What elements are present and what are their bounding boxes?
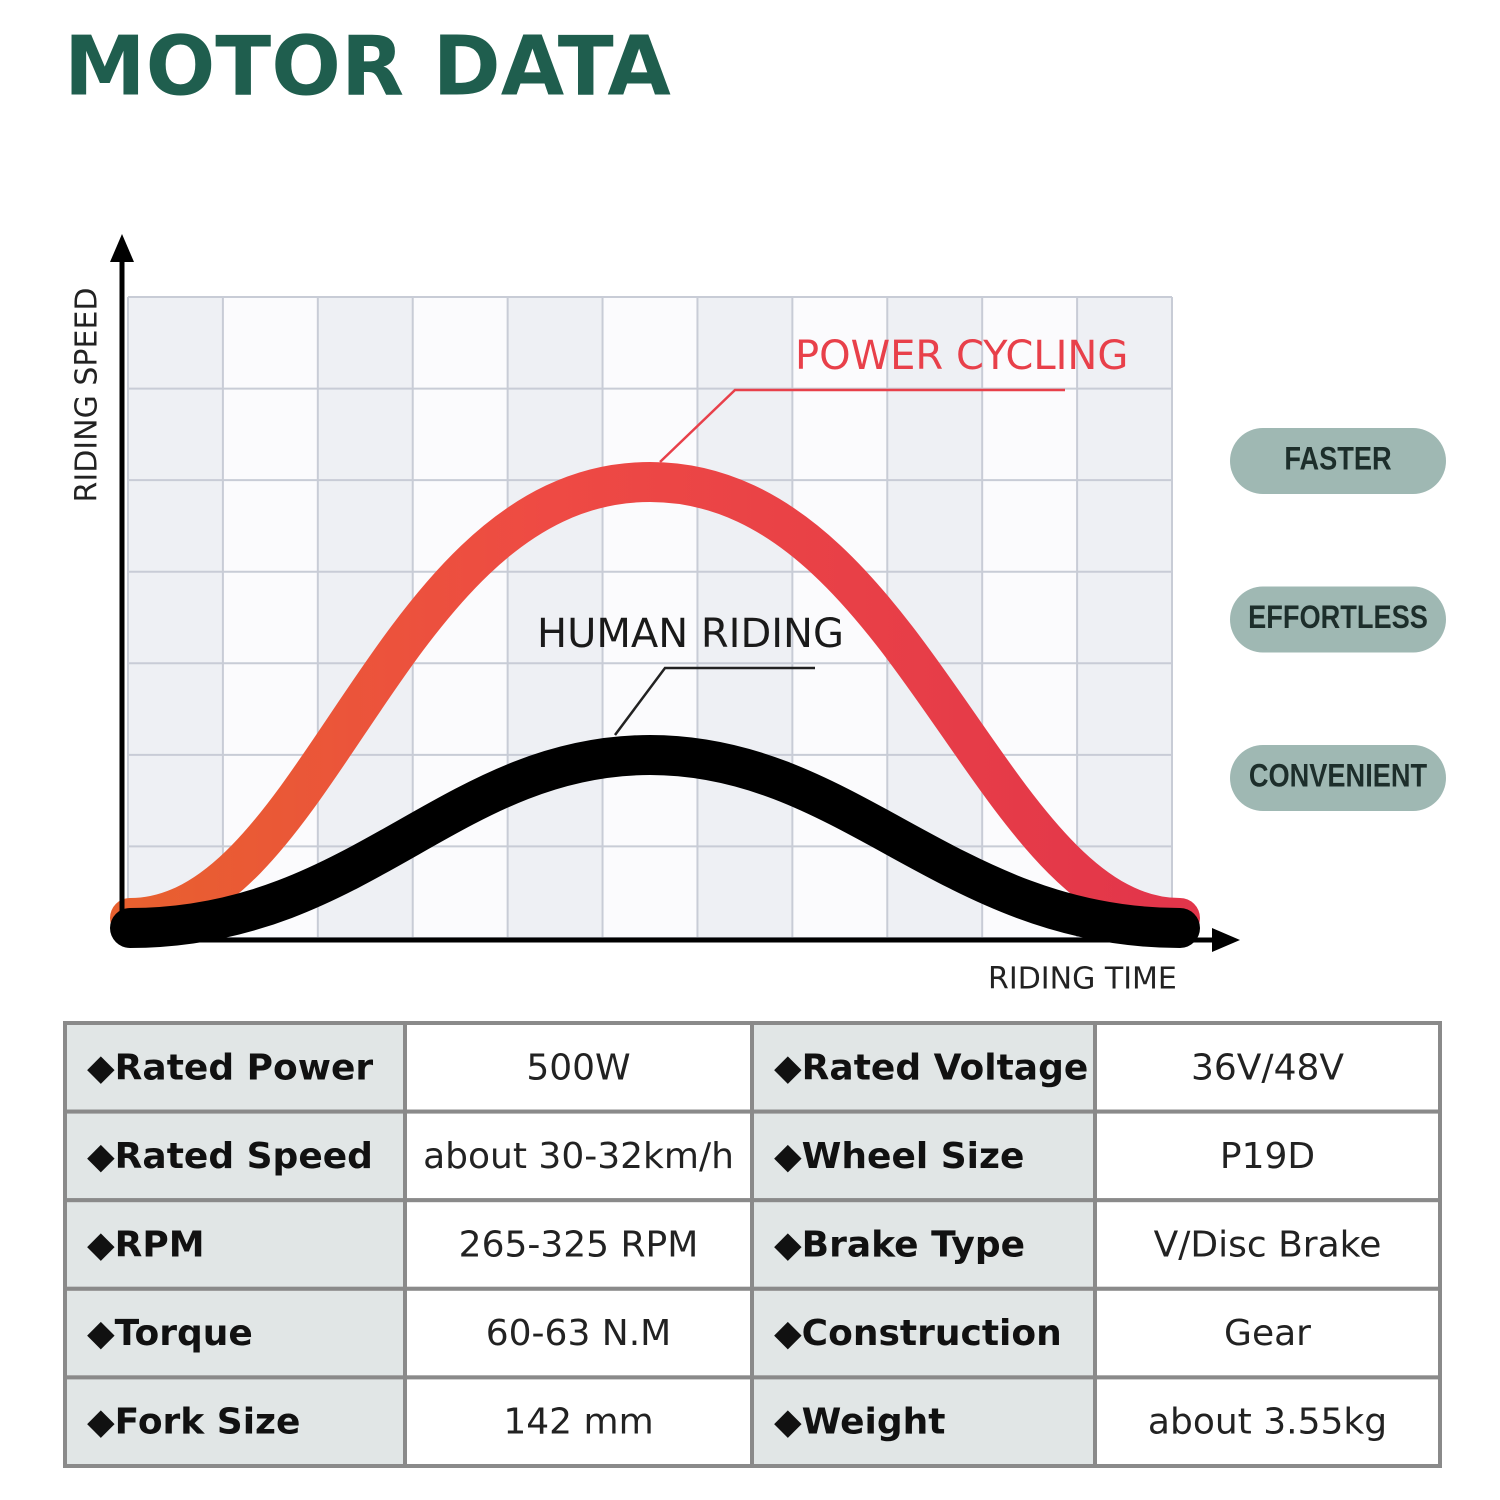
label-cell bbox=[63, 1286, 407, 1380]
badge-label: CONVENIENT bbox=[1249, 758, 1427, 794]
spec-value: 500W bbox=[526, 1047, 630, 1088]
badge-label: FASTER bbox=[1284, 441, 1391, 477]
axes bbox=[110, 234, 1240, 952]
power-leader bbox=[659, 388, 1065, 463]
power-curve bbox=[110, 461, 1200, 938]
x-axis-label: RIDING TIME bbox=[988, 962, 1177, 997]
spec-value: 142 mm bbox=[503, 1402, 653, 1443]
spec-label: ◆Wheel Size bbox=[774, 1136, 1024, 1177]
value-cell bbox=[1093, 1109, 1442, 1203]
human-label: HUMAN RIDING bbox=[537, 611, 844, 657]
label-cell bbox=[63, 1375, 407, 1469]
grid bbox=[127, 296, 1173, 939]
power-label: POWER CYCLING bbox=[795, 333, 1128, 379]
badge bbox=[1230, 586, 1446, 653]
spec-label: ◆Fork Size bbox=[87, 1402, 300, 1443]
label-cell bbox=[750, 1286, 1097, 1380]
y-axis-label: RIDING SPEED bbox=[70, 287, 105, 502]
label-cell bbox=[750, 1109, 1097, 1203]
spec-label: ◆Rated Power bbox=[87, 1047, 373, 1088]
spec-label: ◆Rated Speed bbox=[87, 1136, 373, 1177]
value-cell bbox=[1093, 1375, 1442, 1469]
spec-value: P19D bbox=[1220, 1136, 1315, 1177]
spec-label: ◆Rated Voltage bbox=[774, 1047, 1088, 1088]
spec-value: 265-325 RPM bbox=[459, 1225, 699, 1266]
spec-value: 60-63 N.M bbox=[486, 1313, 671, 1354]
y-arrow bbox=[110, 234, 134, 262]
human-leader bbox=[613, 666, 815, 736]
grid-columns bbox=[222, 297, 1078, 938]
x-arrow bbox=[1212, 928, 1240, 952]
badge-label: EFFORTLESS bbox=[1248, 600, 1428, 636]
spec-value: V/Disc Brake bbox=[1154, 1225, 1382, 1266]
spec-value: Gear bbox=[1224, 1313, 1311, 1354]
spec-label: ◆Torque bbox=[87, 1313, 253, 1354]
badge bbox=[1230, 428, 1446, 494]
spec-label: ◆Construction bbox=[774, 1313, 1062, 1354]
spec-value: about 3.55kg bbox=[1148, 1402, 1387, 1443]
label-cell bbox=[750, 1198, 1097, 1291]
spec-label: ◆Weight bbox=[774, 1402, 945, 1443]
spec-label: ◆RPM bbox=[87, 1225, 205, 1266]
value-cell bbox=[403, 1375, 754, 1469]
spec-label: ◆Brake Type bbox=[774, 1225, 1025, 1266]
human-curve bbox=[110, 734, 1200, 948]
spec-value: 36V/48V bbox=[1191, 1047, 1344, 1088]
spec-table: ◆Rated Power 500W ◆Rated Voltage 36V/48V ◆Ra… bbox=[63, 1021, 1442, 1469]
grid-column bbox=[602, 297, 698, 938]
badges: FASTER EFFORTLESS CONVENIENT bbox=[1230, 428, 1446, 811]
spec-value: about 30-32km/h bbox=[423, 1136, 734, 1177]
value-cell bbox=[1093, 1286, 1442, 1380]
page-title: MOTOR DATA bbox=[64, 19, 671, 114]
label-cell bbox=[63, 1021, 407, 1114]
badge bbox=[1230, 745, 1446, 811]
